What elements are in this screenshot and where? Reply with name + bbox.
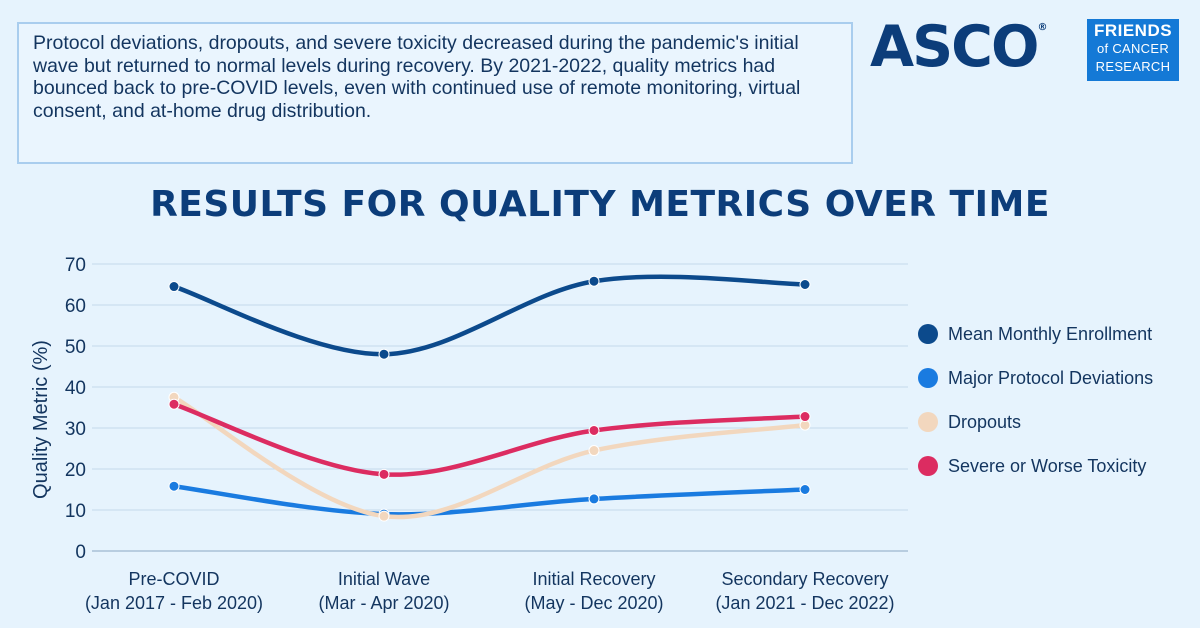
y-tick-label: 20	[65, 460, 86, 481]
y-tick-label: 60	[65, 296, 86, 317]
data-point	[168, 398, 180, 410]
y-tick-label: 70	[65, 255, 86, 276]
summary-box: Protocol deviations, dropouts, and sever…	[17, 22, 853, 164]
data-point	[799, 411, 811, 423]
data-point	[168, 281, 180, 293]
series-line	[171, 401, 808, 477]
friends-logo-line2: of CANCER	[1096, 41, 1170, 56]
legend-swatch	[918, 456, 938, 476]
legend-item: Dropouts	[918, 400, 1153, 444]
data-point	[588, 424, 600, 436]
y-tick-label: 10	[65, 501, 86, 522]
chart-legend: Mean Monthly Enrollment Major Protocol De…	[918, 312, 1153, 488]
legend-item: Severe or Worse Toxicity	[918, 444, 1153, 488]
chart-title: RESULTS FOR QUALITY METRICS OVER TIME	[150, 184, 1050, 225]
data-point	[378, 510, 390, 522]
x-tick-sublabel: (May - Dec 2020)	[524, 593, 663, 613]
series-line	[171, 274, 808, 357]
registered-mark: ®	[1037, 22, 1048, 33]
data-point	[799, 484, 811, 495]
summary-text: Protocol deviations, dropouts, and sever…	[33, 32, 801, 122]
asco-logo: ASCO®	[870, 14, 1048, 80]
series-line	[171, 395, 808, 520]
legend-label: Mean Monthly Enrollment	[948, 323, 1153, 344]
y-tick-label: 30	[65, 419, 86, 440]
data-point	[588, 275, 600, 287]
x-tick-label: Pre-COVID	[128, 569, 219, 589]
data-point	[378, 348, 390, 360]
y-tick-label: 0	[75, 542, 86, 563]
y-tick-label: 50	[65, 337, 86, 358]
x-tick-sublabel: (Jan 2021 - Dec 2022)	[715, 593, 894, 613]
data-point	[588, 493, 600, 505]
y-axis-label: Quality Metric (%)	[30, 340, 52, 499]
legend-label: Dropouts	[948, 411, 1022, 432]
x-tick-label: Secondary Recovery	[721, 569, 888, 589]
legend-label: Major Protocol Deviations	[948, 367, 1154, 388]
friends-of-cancer-research-logo: FRIENDS of CANCER RESEARCH	[1087, 19, 1179, 81]
friends-logo-line3: RESEARCH	[1095, 59, 1171, 74]
y-tick-label: 40	[65, 378, 86, 399]
legend-label: Severe or Worse Toxicity	[948, 455, 1147, 476]
legend-item: Mean Monthly Enrollment	[918, 312, 1153, 356]
legend-item: Major Protocol Deviations	[918, 356, 1153, 400]
data-point	[168, 480, 180, 492]
series-line	[171, 483, 808, 517]
x-tick-sublabel: (Mar - Apr 2020)	[318, 593, 449, 613]
legend-swatch	[918, 324, 938, 344]
x-tick-sublabel: (Jan 2017 - Feb 2020)	[85, 593, 263, 613]
legend-swatch	[918, 412, 938, 432]
data-point	[799, 279, 811, 290]
x-tick-label: Initial Wave	[338, 569, 430, 589]
legend-swatch	[918, 368, 938, 388]
data-point	[588, 445, 600, 457]
friends-logo-line1: FRIENDS	[1093, 21, 1173, 40]
x-tick-label: Initial Recovery	[532, 569, 655, 589]
data-point	[378, 468, 390, 480]
